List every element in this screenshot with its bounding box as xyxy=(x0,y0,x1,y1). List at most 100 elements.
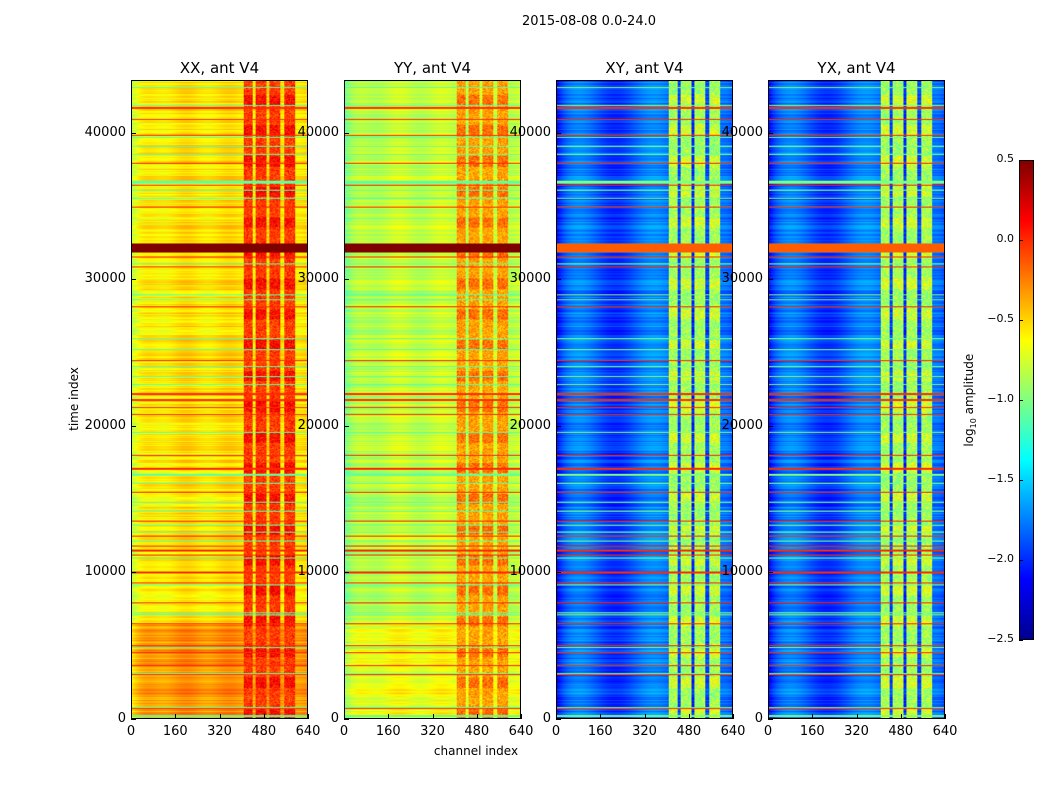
y-axis-label: time index xyxy=(67,367,81,431)
y-tick-mark xyxy=(556,572,561,574)
panel-title: XX, ant V4 xyxy=(179,59,260,77)
x-tick-label: 0 xyxy=(126,724,136,739)
y-tick-mark xyxy=(768,719,773,720)
y-tick-mark xyxy=(131,572,136,574)
heatmap-image xyxy=(769,81,944,718)
y-tick-label: 0 xyxy=(330,711,339,726)
x-tick-mark xyxy=(344,714,345,719)
x-tick-mark xyxy=(432,714,434,719)
y-tick-mark xyxy=(344,425,349,427)
y-tick-label: 30000 xyxy=(721,271,763,287)
x-tick-mark xyxy=(900,714,902,719)
x-tick-label: 480 xyxy=(464,724,490,739)
y-tick-mark xyxy=(131,719,136,720)
heatmap-image xyxy=(557,81,732,718)
x-tick-mark xyxy=(476,714,478,719)
x-tick-label: 0 xyxy=(763,724,773,739)
panel-title: XY, ant V4 xyxy=(605,59,684,77)
y-tick-label: 30000 xyxy=(84,271,126,287)
colorbar-tick-mark xyxy=(1019,640,1023,641)
heatmap-panel-4 xyxy=(768,80,945,719)
heatmap-panel-3 xyxy=(556,80,733,719)
x-tick-label: 480 xyxy=(251,724,277,739)
x-tick-mark xyxy=(600,714,602,719)
x-tick-mark xyxy=(644,714,646,719)
x-tick-mark xyxy=(556,714,557,719)
colorbar-tick-mark xyxy=(1019,560,1023,561)
x-tick-label: 480 xyxy=(676,724,702,739)
x-tick-label: 160 xyxy=(162,724,188,739)
colorbar-tick-mark xyxy=(1019,400,1023,401)
x-tick-mark xyxy=(175,714,177,719)
y-tick-label: 20000 xyxy=(509,417,551,433)
y-tick-label: 20000 xyxy=(297,417,339,433)
x-tick-label: 160 xyxy=(375,724,401,739)
colorbar-tick-label: 0.0 xyxy=(996,232,1015,245)
y-tick-mark xyxy=(344,719,349,720)
y-tick-mark xyxy=(556,279,561,281)
heatmap-panel-1 xyxy=(131,80,308,719)
y-tick-mark xyxy=(556,425,561,427)
colorbar-label: log10 amplitude xyxy=(961,353,979,447)
x-tick-mark xyxy=(263,714,265,719)
x-tick-label: 640 xyxy=(720,724,746,739)
x-tick-label: 320 xyxy=(420,724,445,739)
y-tick-label: 30000 xyxy=(297,271,339,287)
y-tick-mark xyxy=(768,572,773,574)
colorbar-tick-mark xyxy=(1019,160,1023,161)
y-tick-label: 0 xyxy=(754,711,763,726)
colorbar-tick-mark xyxy=(1019,240,1023,241)
x-tick-label: 480 xyxy=(888,724,914,739)
x-tick-label: 160 xyxy=(799,724,825,739)
y-tick-label: 0 xyxy=(117,711,126,726)
x-tick-mark xyxy=(219,714,221,719)
y-tick-label: 20000 xyxy=(84,417,126,433)
heatmap-image xyxy=(345,81,520,718)
y-tick-mark xyxy=(768,132,773,134)
y-tick-label: 40000 xyxy=(84,124,126,140)
x-tick-label: 320 xyxy=(207,724,232,739)
colorbar-tick-label: 0.5 xyxy=(996,152,1015,165)
y-tick-mark xyxy=(344,572,349,574)
y-tick-label: 40000 xyxy=(509,124,551,140)
y-tick-label: 40000 xyxy=(297,124,339,140)
y-tick-label: 30000 xyxy=(509,271,551,287)
colorbar-tick-mark xyxy=(1019,480,1023,481)
x-tick-mark xyxy=(308,714,309,719)
y-tick-mark xyxy=(556,132,561,134)
heatmap-image xyxy=(132,81,307,718)
colorbar-tick-label: −0.5 xyxy=(987,312,1014,325)
x-tick-label: 640 xyxy=(932,724,958,739)
x-tick-label: 320 xyxy=(844,724,869,739)
y-tick-mark xyxy=(556,719,561,720)
x-tick-label: 640 xyxy=(295,724,321,739)
x-axis-label: channel index xyxy=(433,744,519,758)
x-tick-mark xyxy=(768,714,769,719)
y-tick-mark xyxy=(131,279,136,281)
y-tick-mark xyxy=(344,279,349,281)
x-tick-mark xyxy=(856,714,858,719)
heatmap-panel-2 xyxy=(344,80,521,719)
y-tick-label: 0 xyxy=(542,711,551,726)
x-tick-mark xyxy=(521,714,522,719)
y-tick-label: 40000 xyxy=(721,124,763,140)
x-tick-label: 0 xyxy=(339,724,349,739)
y-tick-mark xyxy=(768,279,773,281)
y-tick-label: 10000 xyxy=(297,564,339,580)
y-tick-label: 20000 xyxy=(721,417,763,433)
y-tick-label: 10000 xyxy=(509,564,551,580)
x-tick-mark xyxy=(733,714,734,719)
colorbar-tick-label: −2.0 xyxy=(987,552,1014,565)
y-tick-mark xyxy=(768,425,773,427)
y-tick-label: 10000 xyxy=(84,564,126,580)
y-tick-mark xyxy=(131,132,136,134)
x-tick-label: 0 xyxy=(551,724,561,739)
x-tick-mark xyxy=(945,714,946,719)
y-tick-label: 10000 xyxy=(721,564,763,580)
figure-title: 2015-08-08 0.0-24.0 xyxy=(522,14,656,29)
y-tick-mark xyxy=(131,425,136,427)
x-tick-mark xyxy=(812,714,814,719)
y-tick-mark xyxy=(344,132,349,134)
colorbar-tick-label: −2.5 xyxy=(987,632,1014,645)
